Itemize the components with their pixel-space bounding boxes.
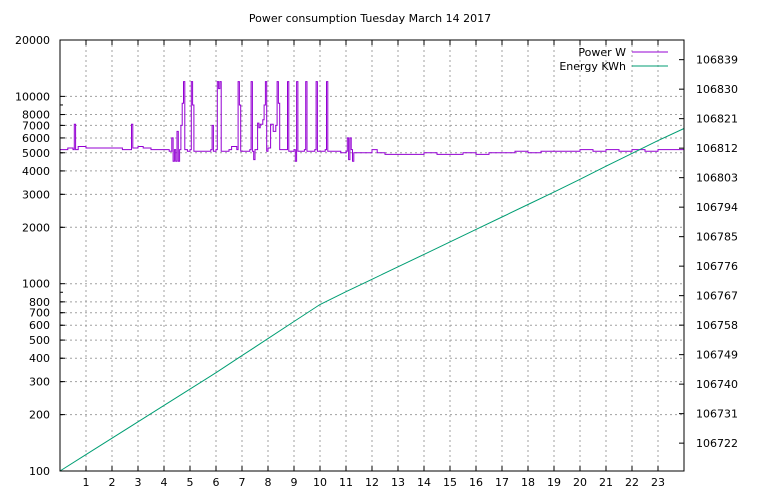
y-right-tick-label: 106821 xyxy=(696,113,738,126)
y-left-tick-label: 7000 xyxy=(22,119,50,132)
chart-title: Power consumption Tuesday March 14 2017 xyxy=(249,12,491,25)
y-left-tick-label: 600 xyxy=(29,319,50,332)
x-tick-label: 23 xyxy=(651,476,665,489)
x-tick-label: 17 xyxy=(495,476,509,489)
y-left-tick-label: 8000 xyxy=(22,109,50,122)
y-right-tick-label: 106794 xyxy=(696,201,738,214)
y-left-tick-label: 800 xyxy=(29,296,50,309)
y-left-tick-label: 3000 xyxy=(22,188,50,201)
x-tick-label: 14 xyxy=(417,476,431,489)
y-right-tick-label: 106776 xyxy=(696,260,738,273)
y-left-tick-label: 400 xyxy=(29,352,50,365)
x-tick-label: 15 xyxy=(443,476,457,489)
x-tick-label: 22 xyxy=(625,476,639,489)
y-right-tick-label: 106749 xyxy=(696,349,738,362)
y-left-tick-label: 300 xyxy=(29,376,50,389)
series-layer xyxy=(59,81,685,472)
x-tick-label: 11 xyxy=(339,476,353,489)
x-tick-label: 19 xyxy=(547,476,561,489)
x-tick-label: 3 xyxy=(135,476,142,489)
y-right-tick-label: 106830 xyxy=(696,83,738,96)
y-right-tick-label: 106803 xyxy=(696,172,738,185)
power-series-line xyxy=(60,81,685,162)
x-tick-label: 6 xyxy=(213,476,220,489)
y-left-tick-label: 20000 xyxy=(15,34,50,47)
legend-label: Power W xyxy=(578,46,626,59)
x-tick-label: 5 xyxy=(187,476,194,489)
x-axis: 1 2 3 4 5 6 7 8 9 10 11 12 13 14 15 16 17 18 19 20 21 22 23 xyxy=(83,40,665,489)
x-tick-label: 9 xyxy=(291,476,298,489)
y-left-tick-label: 700 xyxy=(29,307,50,320)
y-left-tick-label: 2000 xyxy=(22,221,50,234)
y-left-tick-label: 6000 xyxy=(22,132,50,145)
y-left-tick-label: 1000 xyxy=(22,278,50,291)
x-tick-label: 21 xyxy=(599,476,613,489)
x-tick-label: 1 xyxy=(83,476,90,489)
x-tick-label: 12 xyxy=(365,476,379,489)
y-right-tick-label: 106767 xyxy=(696,290,738,303)
y-left-tick-label: 200 xyxy=(29,409,50,422)
x-tick-label: 10 xyxy=(313,476,327,489)
x-tick-label: 16 xyxy=(469,476,483,489)
y-left-tick-label: 500 xyxy=(29,334,50,347)
y-left-tick-label: 5000 xyxy=(22,147,50,160)
x-tick-label: 4 xyxy=(161,476,168,489)
y-left-tick-label: 10000 xyxy=(15,90,50,103)
grid-lines xyxy=(60,40,684,471)
y-right-tick-label: 106812 xyxy=(696,142,738,155)
energy-series-line xyxy=(59,128,685,472)
right-y-axis: 106722 106731 106740 106749 106758 106767 1067… xyxy=(679,54,738,450)
x-tick-label: 2 xyxy=(109,476,116,489)
x-tick-label: 18 xyxy=(521,476,535,489)
legend-label: Energy KWh xyxy=(559,60,626,73)
y-right-tick-label: 106758 xyxy=(696,319,738,332)
y-right-tick-label: 106785 xyxy=(696,231,738,244)
x-tick-label: 13 xyxy=(391,476,405,489)
y-right-tick-label: 106731 xyxy=(696,408,738,421)
x-tick-label: 20 xyxy=(573,476,587,489)
y-right-tick-label: 106740 xyxy=(696,378,738,391)
x-tick-label: 8 xyxy=(265,476,272,489)
y-left-tick-label: 100 xyxy=(29,465,50,478)
y-left-tick-label: 4000 xyxy=(22,165,50,178)
y-right-tick-label: 106839 xyxy=(696,54,738,67)
y-right-tick-label: 106722 xyxy=(696,437,738,450)
x-tick-label: 7 xyxy=(239,476,246,489)
